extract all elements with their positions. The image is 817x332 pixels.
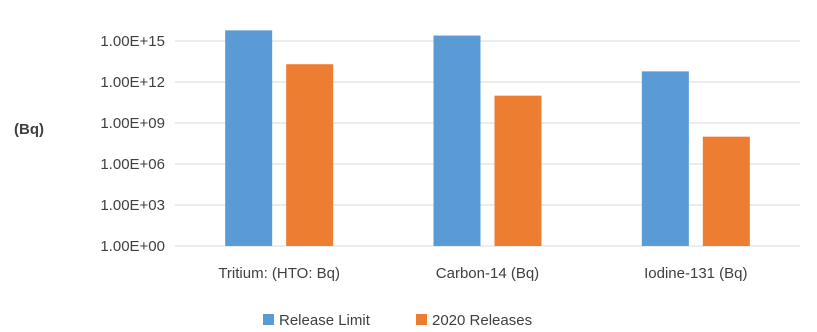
y-tick-label: 1.00E+15 [100,33,165,50]
legend-label: Release Limit [279,312,371,329]
legend: Release Limit 2020 Releases [263,312,532,329]
bar-release-limit-0 [225,30,273,247]
legend-swatch [416,314,427,325]
y-tick-label: 1.00E+06 [100,156,165,173]
y-axis-label: (Bq) [14,121,44,138]
bar-2020-releases-0 [286,64,334,246]
bar-release-limit-1 [433,35,481,246]
x-tick-label: Carbon-14 (Bq) [436,265,539,282]
y-tick-label: 1.00E+12 [100,74,165,91]
y-tick-label: 1.00E+03 [100,197,165,214]
bar-2020-releases-1 [494,95,542,247]
legend-swatch [263,314,274,325]
y-tick-label: 1.00E+09 [100,115,165,132]
y-tick-labels: 1.00E+00 1.00E+03 1.00E+06 1.00E+09 1.00E+12… [100,33,165,255]
x-tick-labels: Tritium: (HTO: Bq) Carbon-14 (Bq) Iodine-1… [218,265,747,282]
bars [225,30,750,247]
x-tick-label: Iodine-131 (Bq) [644,265,747,282]
gridlines [175,40,800,247]
y-tick-label: 1.00E+00 [100,238,165,255]
bar-2020-releases-2 [702,136,750,246]
legend-label: 2020 Releases [432,312,532,329]
x-tick-label: Tritium: (HTO: Bq) [218,265,340,282]
bar-release-limit-2 [641,71,689,246]
